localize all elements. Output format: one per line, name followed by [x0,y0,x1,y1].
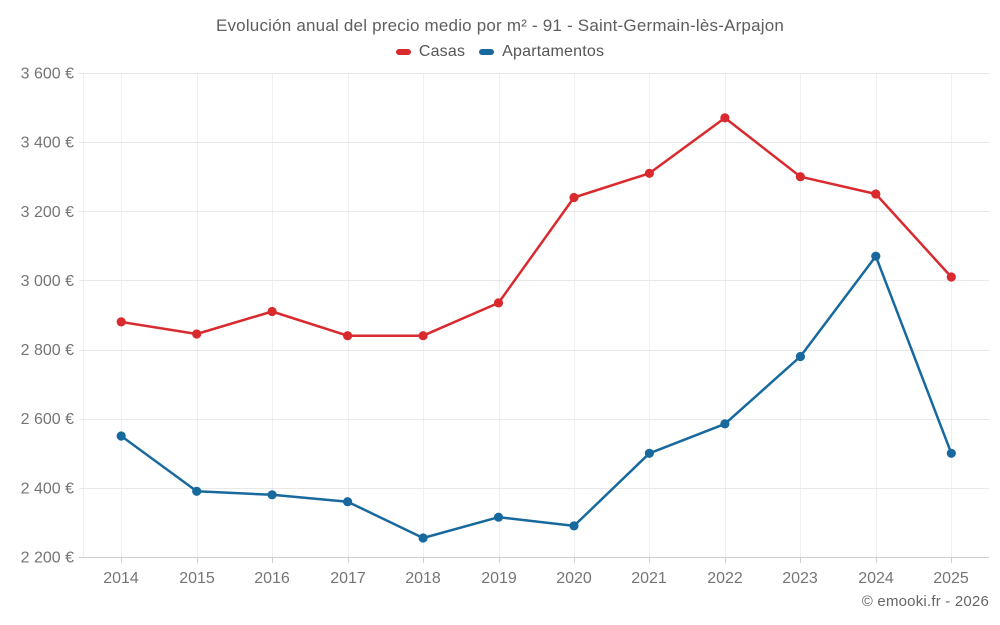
data-point-casas-2018[interactable] [418,331,428,341]
x-axis-label: 2015 [179,570,215,587]
x-axis-label: 2022 [707,570,743,587]
data-point-apartamentos-2017[interactable] [343,497,353,507]
legend: Casas Apartamentos [0,42,1000,62]
x-axis-label: 2021 [631,570,667,587]
x-axis-label: 2019 [481,570,517,587]
legend-item-apartamentos[interactable]: Apartamentos [479,43,604,61]
data-point-casas-2016[interactable] [267,306,277,317]
x-axis-label: 2018 [405,570,441,587]
x-axis-label: 2017 [330,570,366,587]
y-axis-label: 3 600 € [21,66,74,83]
data-point-apartamentos-2015[interactable] [192,486,202,496]
data-point-casas-2023[interactable] [795,172,806,182]
data-point-casas-2015[interactable] [192,329,202,339]
copyright-credit: © emooki.fr - 2026 [861,593,989,610]
legend-swatch-apartamentos [479,49,495,55]
legend-swatch-casas [395,49,411,55]
y-axis-label: 3 000 € [21,273,74,290]
data-point-apartamentos-2016[interactable] [267,490,277,500]
data-point-apartamentos-2022[interactable] [720,419,730,429]
y-axis-label: 2 400 € [21,480,74,497]
y-axis-label: 3 400 € [21,135,74,152]
x-axis-label: 2020 [556,570,592,587]
data-point-casas-2021[interactable] [644,168,655,178]
data-point-apartamentos-2018[interactable] [418,533,428,543]
series-line-apartamentos [119,254,953,540]
data-point-casas-2022[interactable] [720,113,730,123]
data-point-casas-2025[interactable] [946,272,956,282]
y-axis-label: 2 800 € [21,342,74,359]
data-point-apartamentos-2025[interactable] [946,448,956,458]
data-point-apartamentos-2023[interactable] [795,351,806,362]
x-axis-label: 2014 [103,570,139,587]
chart-title: Evolución anual del precio medio por m² … [215,16,785,35]
data-point-apartamentos-2021[interactable] [644,448,655,458]
legend-label-apartamentos: Apartamentos [502,43,605,60]
legend-label-casas: Casas [418,43,466,60]
data-point-casas-2017[interactable] [343,331,353,341]
series-line-casas [119,116,953,337]
data-point-apartamentos-2019[interactable] [493,512,504,522]
x-axis-label: 2024 [858,570,894,587]
data-point-casas-2019[interactable] [493,298,504,308]
x-axis-label: 2023 [782,570,818,587]
legend-item-casas[interactable]: Casas [395,43,466,61]
data-point-apartamentos-2024[interactable] [871,251,881,261]
y-axis-label: 2 200 € [21,550,74,567]
y-axis-label: 2 600 € [21,411,74,428]
data-point-casas-2014[interactable] [116,317,126,327]
data-point-apartamentos-2020[interactable] [569,521,579,531]
data-point-casas-2020[interactable] [569,192,579,203]
y-axis-label: 3 200 € [21,204,74,221]
data-point-casas-2024[interactable] [871,189,881,199]
x-axis-label: 2016 [254,570,290,587]
x-axis-label: 2025 [933,570,969,587]
data-point-apartamentos-2014[interactable] [116,431,126,441]
